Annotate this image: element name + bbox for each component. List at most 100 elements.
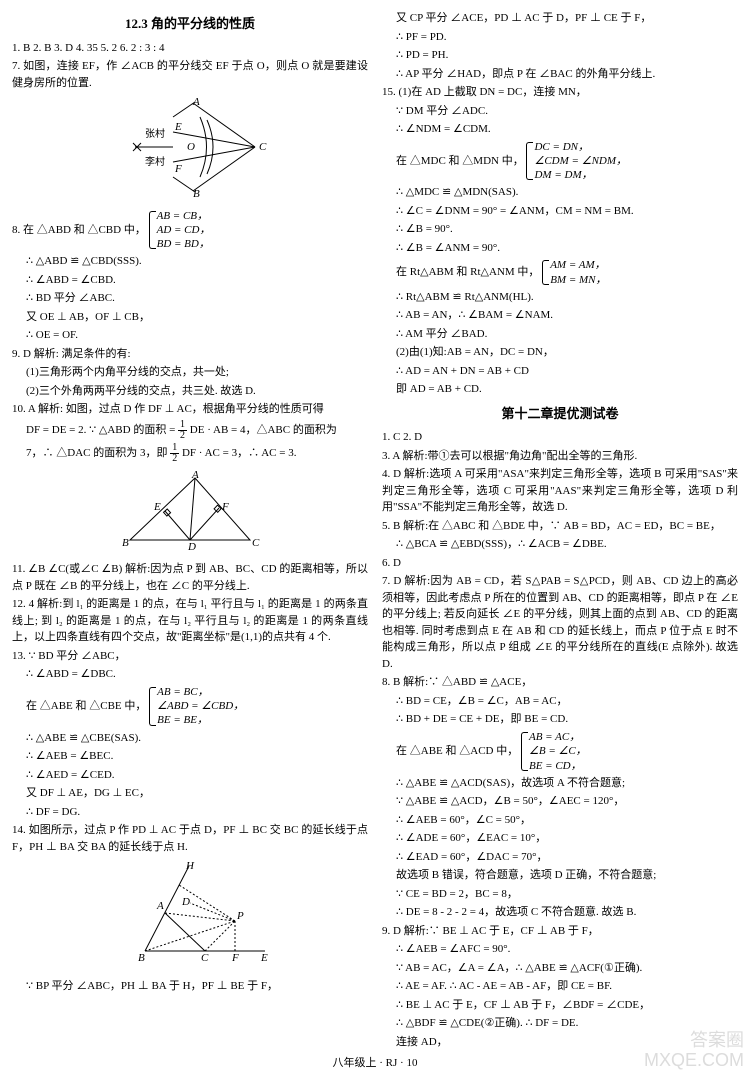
item-10: 10. A 解析: 如图，过点 D 作 DF ⊥ AC，根据角平分线的性质可得: [12, 401, 368, 418]
c4: 4. D 解析:选项 A 可采用"ASA"来判定三角形全等，选项 B 可采用"S…: [382, 466, 738, 516]
q13-l2: ∴ △ABE ≌ △CBE(SAS).: [26, 730, 368, 747]
fig7-label-f: F: [174, 163, 182, 175]
b15b-1: AM = AM，: [550, 258, 606, 272]
section-title-12-3: 12.3 角的平分线的性质: [12, 14, 368, 34]
q15-l8: ∴ AB = AN，∴ ∠BAM = ∠NAM.: [396, 307, 738, 324]
f14-c: C: [201, 952, 209, 964]
fig7-label-c: C: [259, 141, 267, 153]
f10-d: D: [187, 541, 196, 550]
q8-l4: 又 OE ⊥ AB，OF ⊥ CB，: [26, 309, 368, 326]
q15-l5: ∴ ∠B = 90°.: [396, 221, 738, 238]
f10-a: A: [191, 470, 199, 481]
item-14: 14. 如图所示，过点 P 作 PD ⊥ AC 于点 D，PF ⊥ BC 交 B…: [12, 822, 368, 855]
item-8-brace: AB = CB， AD = CD， BD = BD，: [149, 209, 211, 252]
rt-3: ∴ PD = PH.: [396, 47, 738, 64]
c8-brace: AB = AC， ∠B = ∠C， BE = CD，: [521, 730, 587, 773]
fig7-zhang: 张村: [145, 127, 165, 140]
item-7: 7. 如图，连接 EF，作 ∠ACB 的平分线交 EF 于点 O，则点 O 就是…: [12, 58, 368, 91]
rt-1: 又 CP 平分 ∠ACE，PD ⊥ AC 于 D，PF ⊥ CE 于 F，: [396, 10, 738, 27]
c5-l: ∴ △BCA ≌ △EBD(SSS)，∴ ∠ACB = ∠DBE.: [396, 536, 738, 553]
c9-l1: ∴ ∠AEB = ∠AFC = 90°.: [396, 941, 738, 958]
f14-e: E: [260, 952, 268, 964]
q13-l3: ∴ ∠AEB = ∠BEC.: [26, 748, 368, 765]
frac-half-1: 12: [178, 420, 187, 441]
c8-l8: 故选项 B 错误，符合题意，选项 D 正确，不符合题意;: [396, 867, 738, 884]
c7: 7. D 解析:因为 AB = CD，若 S△PAB = S△PCD，则 AB、…: [382, 573, 738, 672]
q15-l10: (2)由(1)知:AB = AN，DC = DN，: [396, 344, 738, 361]
q15-lead1-text: 在 △MDC 和 △MDN 中，: [396, 154, 524, 166]
right-column: 又 CP 平分 ∠ACE，PD ⊥ AC 于 D，PF ⊥ CE 于 F， ∴ …: [382, 8, 738, 1052]
item-8-lead: 8. 在 △ABD 和 △CBD 中， AB = CB， AD = CD， BD…: [12, 209, 368, 252]
q10-l2: 7，∴ △DAC 的面积为 3，即 12 DF · AC = 3，∴ AC = …: [26, 443, 368, 464]
f14-f: F: [231, 952, 239, 964]
q15-lead1: 在 △MDC 和 △MDN 中， DC = DN， ∠CDM = ∠NDM， D…: [396, 140, 738, 183]
f14-p: P: [236, 910, 244, 922]
c8-l7: ∴ ∠EAD = 60°，∠DAC = 70°，: [396, 849, 738, 866]
item-11: 11. ∠B ∠C(或∠C ∠B) 解析:因为点 P 到 AB、BC、CD 的距…: [12, 561, 368, 594]
item-9: 9. D 解析: 满足条件的有:: [12, 346, 368, 363]
q13-l6: ∴ DF = DG.: [26, 804, 368, 821]
b8-1: AB = CB，: [157, 209, 211, 223]
fig7-li: 李村: [145, 155, 165, 168]
watermark: 答案圈 MХQE.COM: [644, 1031, 744, 1071]
f14-b: B: [138, 952, 145, 964]
b15a-2: ∠CDM = ∠NDM，: [534, 154, 627, 168]
q8-l3: ∴ BD 平分 ∠ABC.: [26, 290, 368, 307]
q15-l2: ∴ ∠NDM = ∠CDM.: [396, 121, 738, 138]
c8-l3: ∴ △ABE ≌ △ACD(SAS)，故选项 A 不符合题意;: [396, 775, 738, 792]
c8-l2: ∴ BD + DE = CE + DE，即 BE = CD.: [396, 711, 738, 728]
c9: 9. D 解析:∵ BE ⊥ AC 于 E，CF ⊥ AB 于 F，: [382, 923, 738, 940]
f10-b: B: [122, 537, 129, 549]
item-15: 15. (1)在 AD 上截取 DN = DC，连接 MN，: [382, 84, 738, 101]
rt-4: ∴ AP 平分 ∠HAD，即点 P 在 ∠BAC 的外角平分线上.: [396, 66, 738, 83]
q15-l7: ∴ Rt△ABM ≌ Rt△ANM(HL).: [396, 289, 738, 306]
item-12: 12. 4 解析:到 l₁ 的距离是 1 的点，在与 l₁ 平行且与 l₁ 的距…: [12, 596, 368, 646]
q10-l1: DF = DE = 2. ∵ △ABD 的面积 = 12 DE · AB = 4…: [26, 420, 368, 441]
fig7-label-e: E: [174, 121, 182, 133]
q10-l1a: DF = DE = 2. ∵ △ABD 的面积 =: [26, 424, 178, 436]
f14-a: A: [156, 900, 164, 912]
frac-half-2: 12: [170, 443, 179, 464]
c8-l10: ∴ DE = 8 - 2 - 2 = 4，故选项 C 不符合题意. 故选 B.: [396, 904, 738, 921]
c8-lead: 在 △ABE 和 △ACD 中， AB = AC， ∠B = ∠C， BE = …: [396, 730, 738, 773]
fig7-label-o: O: [187, 141, 195, 153]
b8-2: AD = CD，: [157, 223, 211, 237]
watermark-l1: 答案圈: [644, 1031, 744, 1051]
page-columns: 12.3 角的平分线的性质 1. B 2. B 3. D 4. 35 5. 2 …: [12, 8, 738, 1052]
rt-2: ∴ PF = PD.: [396, 29, 738, 46]
q15-l6: ∴ ∠B = ∠ANM = 90°.: [396, 240, 738, 257]
item-13: 13. ∵ BD 平分 ∠ABC，: [12, 648, 368, 665]
bc8-2: ∠B = ∠C，: [529, 744, 587, 758]
q13-l1: ∴ ∠ABD = ∠DBC.: [26, 666, 368, 683]
q8-l1: ∴ △ABD ≌ △CBD(SSS).: [26, 253, 368, 270]
c9-l5: ∴ △BDF ≌ △CDE(②正确). ∴ DF = DE.: [396, 1015, 738, 1032]
f10-e: E: [153, 501, 161, 513]
c8-lead-text: 在 △ABE 和 △ACD 中，: [396, 745, 518, 757]
c8-l6: ∴ ∠ADE = 60°，∠EAC = 10°，: [396, 830, 738, 847]
q10-l2a: 7，∴ △DAC 的面积为 3，即: [26, 447, 170, 459]
b15b-2: BM = MN，: [550, 273, 606, 287]
q13-lead: 在 △ABE 和 △CBE 中， AB = BC， ∠ABD = ∠CBD， B…: [26, 685, 368, 728]
c6: 6. D: [382, 555, 738, 572]
f14-h: H: [185, 861, 195, 872]
q15-l11: ∴ AD = AN + DN = AB + CD: [396, 363, 738, 380]
b13-1: AB = BC，: [157, 685, 244, 699]
q13-brace: AB = BC， ∠ABD = ∠CBD， BE = BE，: [149, 685, 244, 728]
c8-l9: ∵ CE = BD = 2，BC = 8，: [396, 886, 738, 903]
bc8-3: BE = CD，: [529, 759, 587, 773]
watermark-l2: MХQE.COM: [644, 1051, 744, 1071]
q9-l1: (1)三角形两个内角平分线的交点，共一处;: [26, 364, 368, 381]
q13-lead-text: 在 △ABE 和 △CBE 中，: [26, 700, 146, 712]
figure-14: H A D P B C F E: [12, 861, 368, 972]
f10-c: C: [252, 537, 260, 549]
q8-l5: ∴ OE = OF.: [26, 327, 368, 344]
q15-l1: ∵ DM 平分 ∠ADC.: [396, 103, 738, 120]
b13-3: BE = BE，: [157, 713, 244, 727]
bc8-1: AB = AC，: [529, 730, 587, 744]
c9-l4: ∴ BE ⊥ AC 于 E，CF ⊥ AB 于 F，∠BDF = ∠CDE，: [396, 997, 738, 1014]
answers-1-6: 1. B 2. B 3. D 4. 35 5. 2 6. 2 : 3 : 4: [12, 40, 368, 57]
q15-lead2: 在 Rt△ABM 和 Rt△ANM 中， AM = AM， BM = MN，: [396, 258, 738, 287]
q15-brace2: AM = AM， BM = MN，: [542, 258, 606, 287]
q10-l1b: DE · AB = 4，△ABC 的面积为: [190, 424, 337, 436]
q15-l9: ∴ AM 平分 ∠BAD.: [396, 326, 738, 343]
